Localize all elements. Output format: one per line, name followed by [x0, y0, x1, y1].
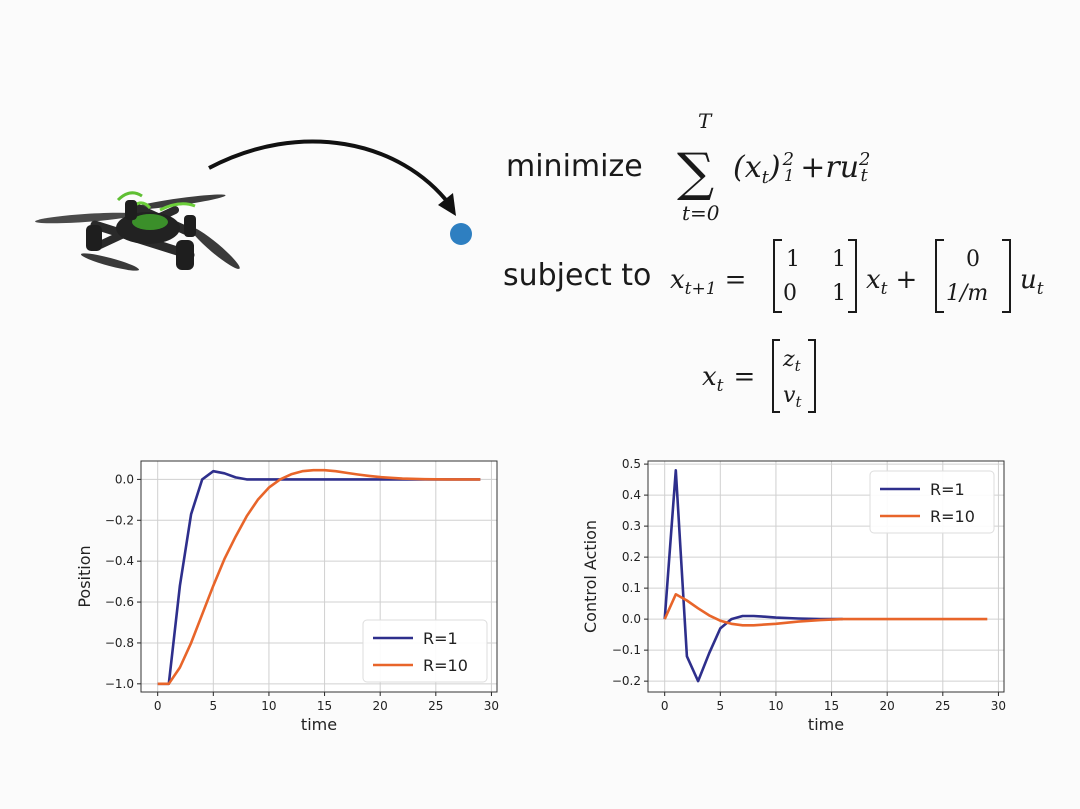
- objective-expression: (xt) 2 1 +ru2 t: [733, 149, 871, 188]
- constraint-xt: xt +: [866, 265, 917, 299]
- y-tick-label: 0.2: [622, 550, 641, 564]
- x-tick-label: 10: [768, 699, 783, 713]
- series-line-r-1: [663, 469, 843, 683]
- plot-frame: [647, 460, 1005, 693]
- x-tick-label: 0: [661, 699, 669, 713]
- matrix-a-22: 1: [832, 281, 846, 306]
- series-line-r-10: [663, 593, 988, 627]
- y-tick-label: −1.0: [105, 677, 134, 691]
- state-vector: zt vt: [772, 339, 816, 413]
- position-chart: 0 5 10 15 20 25 30 0.0 −0.2 −0.4 −0.6 −0.8 −1.0 time P…: [75, 460, 499, 734]
- constraint-lhs: xt+1 =: [670, 265, 746, 299]
- matrix-a-11: 1: [786, 247, 800, 272]
- constraint-label: subject to: [503, 258, 651, 293]
- series-line-r-10: [157, 468, 481, 686]
- legend-box: [869, 470, 995, 534]
- series-line-r-1: [157, 469, 481, 686]
- y-tick-label: −0.2: [105, 513, 134, 527]
- x-tick-label: 5: [716, 699, 724, 713]
- sum-lower-limit: t=0: [682, 201, 720, 225]
- target-dot: [450, 223, 472, 245]
- trajectory-arrow: [208, 139, 452, 207]
- y-tick-label: 0.4: [622, 488, 641, 502]
- legend-label: R=1: [423, 629, 458, 648]
- x-tick-label: 15: [317, 699, 332, 713]
- state-def-lhs: xt =: [702, 362, 755, 396]
- x-tick-label: 10: [261, 699, 276, 713]
- sum-symbol: ∑: [677, 143, 714, 203]
- arrow-head: [438, 193, 456, 216]
- control-action-chart: 0 5 10 15 20 25 30 0.5 0.4 0.3 0.2 0.1 0.0 −0.1 −0.2 ti…: [581, 457, 1006, 734]
- legend-box: [362, 619, 488, 683]
- x-tick-label: 0: [154, 699, 162, 713]
- matrix-b-1: 0: [966, 247, 980, 272]
- x-tick-label: 25: [935, 699, 950, 713]
- legend-label: R=10: [930, 507, 975, 526]
- state-z: zt: [782, 347, 802, 375]
- plot-frame: [140, 460, 498, 693]
- matrix-a-21: 0: [783, 281, 797, 306]
- x-axis-label: time: [808, 715, 844, 734]
- y-axis-label: Control Action: [581, 520, 600, 633]
- x-tick-label: 30: [991, 699, 1006, 713]
- quadcopter-drone-icon: [35, 191, 240, 271]
- legend-label: R=10: [423, 656, 468, 675]
- legend: R=1 R=10: [869, 470, 995, 534]
- matrix-a: 1 1 0 1: [773, 239, 857, 313]
- y-tick-label: −0.1: [612, 643, 641, 657]
- x-axis-label: time: [301, 715, 337, 734]
- y-axis-label: Position: [75, 545, 94, 607]
- y-tick-label: −0.2: [612, 674, 641, 688]
- y-tick-label: 0.0: [115, 472, 134, 486]
- x-tick-label: 15: [824, 699, 839, 713]
- x-tick-label: 20: [373, 699, 388, 713]
- matrix-a-12: 1: [832, 247, 846, 272]
- y-tick-label: 0.3: [622, 519, 641, 533]
- y-tick-label: −0.8: [105, 636, 134, 650]
- legend-label: R=1: [930, 480, 965, 499]
- y-tick-label: 0.0: [622, 612, 641, 626]
- x-tick-label: 30: [484, 699, 499, 713]
- sum-upper-limit: T: [698, 109, 713, 133]
- x-tick-label: 25: [428, 699, 443, 713]
- y-tick-label: 0.1: [622, 581, 641, 595]
- x-tick-label: 20: [880, 699, 895, 713]
- y-tick-label: 0.5: [622, 457, 641, 471]
- x-tick-label: 5: [209, 699, 217, 713]
- constraint-ut: ut: [1020, 265, 1044, 299]
- legend: R=1 R=10: [362, 619, 488, 683]
- matrix-b-2: 1/m: [946, 281, 988, 306]
- state-v: vt: [783, 383, 802, 411]
- y-tick-label: −0.6: [105, 595, 134, 609]
- objective-label: minimize: [506, 149, 643, 184]
- matrix-b: 0 1/m: [935, 239, 1011, 313]
- y-tick-label: −0.4: [105, 554, 134, 568]
